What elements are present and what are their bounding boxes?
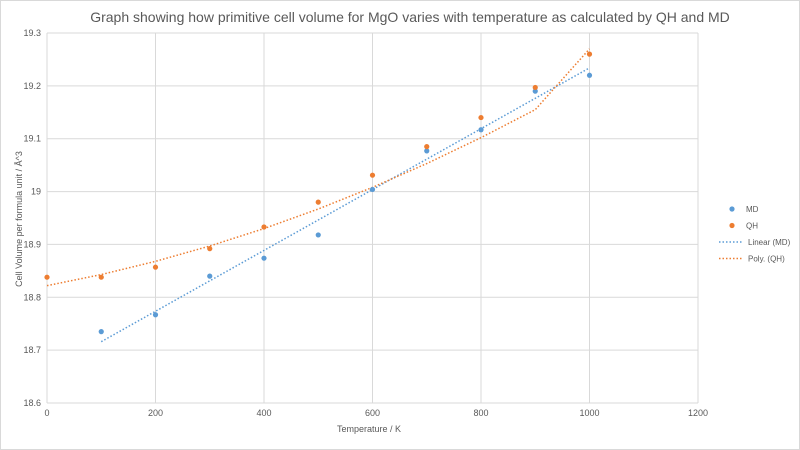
legend-marker [729,222,735,229]
data-point-qh [478,114,484,121]
data-point-md [98,329,104,335]
y-tick-label: 18.6 [23,398,41,408]
y-tick-label: 19.2 [23,81,41,91]
data-point-md [207,273,213,279]
trendline-linear-md [100,67,590,343]
chart-title: Graph showing how primitive cell volume … [90,9,730,25]
data-point-qh [44,274,50,280]
data-point-md [478,127,484,133]
y-tick-label: 18.7 [23,345,41,355]
x-tick-label: 1200 [688,408,708,418]
y-tick-label: 19.3 [23,28,41,38]
point-layer [44,51,593,335]
data-point-md [369,186,376,193]
y-tick-label: 18.9 [23,239,41,249]
data-point-qh [98,274,104,280]
data-point-md [315,232,321,238]
data-point-qh [369,172,376,178]
data-point-qh [586,51,593,57]
data-point-md [586,72,593,78]
legend-label: QH [746,222,758,231]
x-tick-label: 600 [365,408,380,418]
data-point-md [152,312,159,318]
data-point-qh [261,224,267,230]
y-tick-label: 19 [31,187,41,197]
x-tick-label: 1000 [579,408,599,418]
y-axis-title: Cell Volume per formula unit / Å^3 [14,151,24,287]
data-point-md [532,88,538,94]
legend-label: MD [746,205,759,214]
x-axis-title: Temperature / K [337,424,401,434]
tick-label-layer: 18.6 18.7 18.8 18.9 19 19.1 19.2 19.3 0 200 400 600… [23,28,708,418]
y-tick-label: 18.8 [23,292,41,302]
trendline-layer [46,48,591,343]
x-tick-label: 800 [473,408,488,418]
legend: MD QH Linear (MD) Poly. (QH) [719,205,791,264]
grid-layer [46,32,699,404]
x-tick-label: 200 [148,408,163,418]
data-point-qh [424,144,430,150]
data-point-qh [315,199,321,205]
data-point-qh [532,84,538,91]
data-point-md [261,255,267,261]
legend-label: Linear (MD) [748,238,791,247]
x-tick-label: 400 [256,408,271,418]
x-tick-label: 0 [44,408,49,418]
y-tick-label: 19.1 [23,134,41,144]
legend-label: Poly. (QH) [748,255,785,264]
legend-marker [729,206,735,212]
data-point-qh [152,264,159,270]
data-point-md [424,148,430,154]
trendline-poly-qh [46,48,591,287]
data-point-qh [207,246,213,252]
